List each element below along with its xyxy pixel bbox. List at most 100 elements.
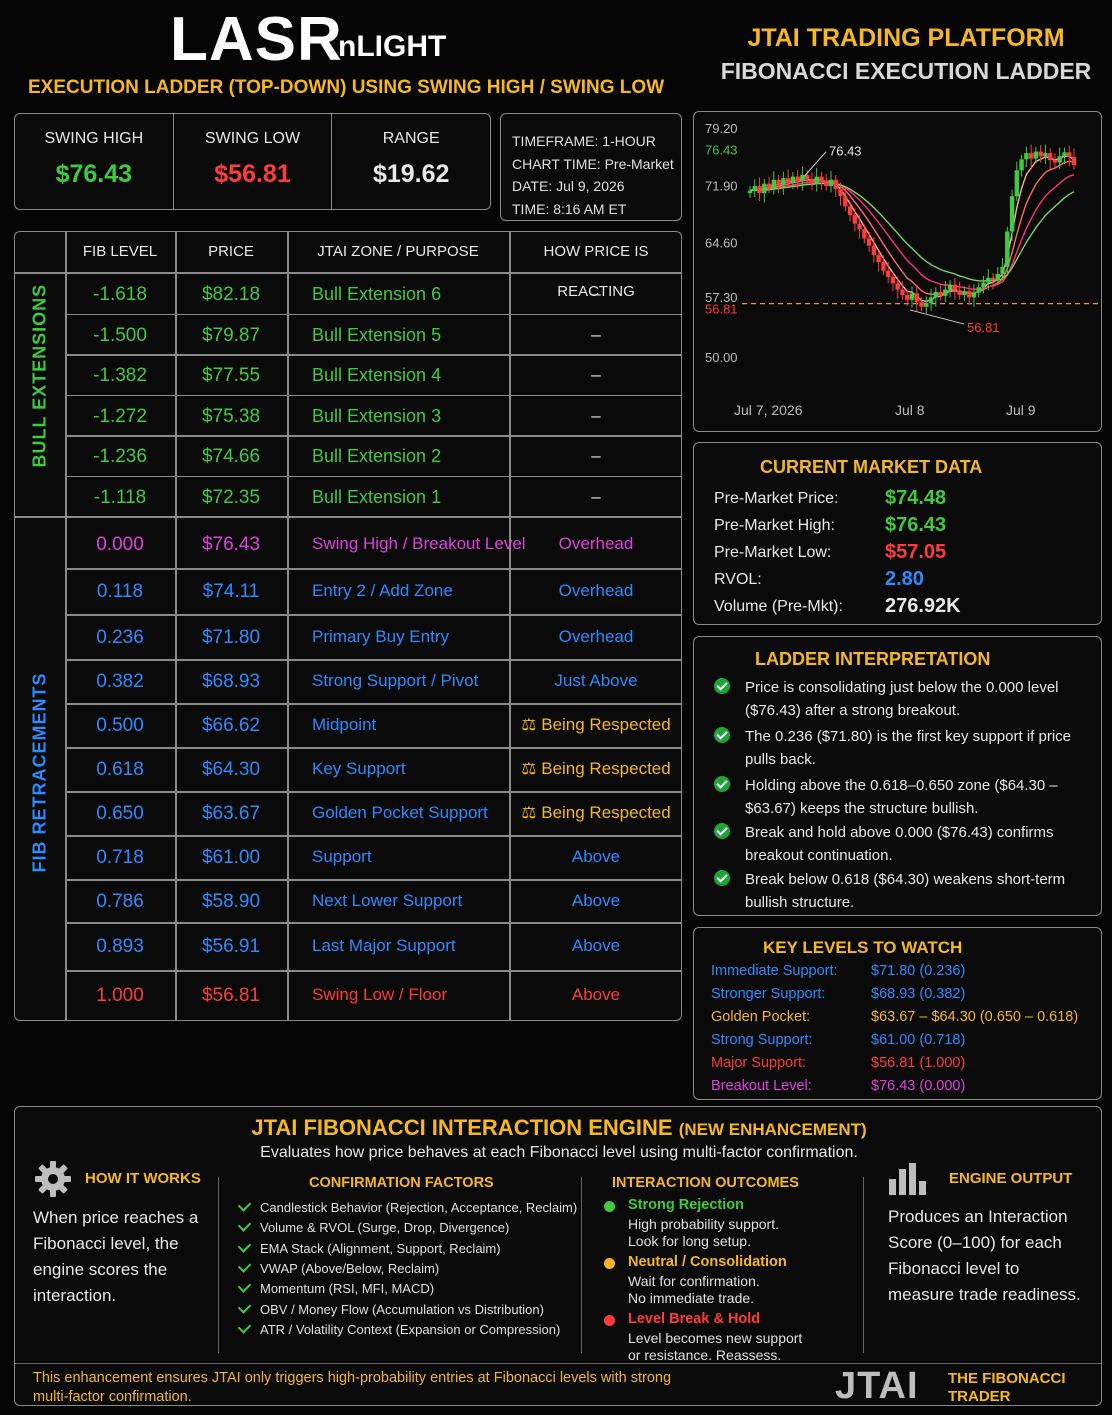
candle-body: [1043, 153, 1048, 157]
outcome-desc: No immediate trade.: [628, 1290, 755, 1306]
market-label: Pre-Market Price:: [714, 490, 839, 507]
key-levels-panel: KEY LEVELS TO WATCH Immediate Support: $7…: [693, 927, 1102, 1100]
price-chart: 79.20 76.43 71.90 64.60 57.30 56.81 50.00 76.43…: [693, 111, 1102, 432]
level-label: Stronger Support:: [711, 986, 826, 1002]
market-label: Pre-Market High:: [714, 517, 835, 534]
fib-price: $58.90: [201, 890, 261, 912]
fib-reaction: Overhead: [558, 581, 634, 600]
candle-body: [747, 190, 753, 194]
chart-clock: TIME: 8:16 AM ET: [512, 200, 627, 217]
candle-body: [1005, 231, 1010, 267]
candle-body: [895, 283, 900, 290]
fib-zone: Midpoint: [312, 715, 377, 734]
fib-level: 0.382: [96, 671, 144, 692]
candle-body: [800, 175, 805, 182]
confirmation-factor: EMA Stack (Alignment, Support, Reclaim): [237, 1238, 501, 1256]
candle-body: [819, 176, 824, 181]
engine-output-text: Produces an Interaction Score (0–100) fo…: [888, 1207, 1081, 1304]
range-value: $19.62: [372, 160, 450, 188]
fib-reaction: –: [591, 324, 601, 344]
candlestick-chart: 79.2076.4371.9064.6057.3056.8150.0076.43…: [705, 121, 1101, 418]
market-value: 2.80: [885, 568, 924, 590]
fib-zone: Bull Extension 5: [312, 324, 442, 345]
fib-zone: Swing High / Breakout Level: [312, 534, 526, 553]
confirmation-factor: ATR / Volatility Context (Expansion or C…: [237, 1320, 560, 1337]
fib-reaction: Above: [571, 890, 621, 910]
candle-body: [1067, 152, 1072, 158]
fib-reaction: –: [591, 446, 601, 465]
candle-body: [790, 176, 796, 183]
fib-reaction: Above: [571, 985, 621, 1004]
table-header: PRICE: [208, 243, 254, 260]
footer-divider: [15, 1363, 1101, 1364]
candle-body: [976, 287, 981, 293]
level-value: $71.80 (0.236): [871, 963, 966, 979]
swing-low-value: $56.81: [214, 160, 291, 188]
outcome-desc: High probability support.: [628, 1216, 779, 1232]
candle-body: [905, 295, 910, 300]
candle-body: [1033, 151, 1039, 159]
outcome-desc: Wait for confirmation.: [628, 1273, 760, 1289]
check-icon: [237, 1320, 252, 1334]
swing-high-label: SWING HIGH: [44, 130, 144, 147]
fib-zone: Golden Pocket Support: [312, 803, 488, 822]
candle-body: [876, 255, 881, 263]
candle-body: [919, 302, 924, 307]
interpretation-bullet: Holding above the 0.618–0.650 zone ($64.…: [714, 775, 1094, 820]
candle-body: [1052, 160, 1058, 163]
fib-level: 0.000: [96, 534, 144, 555]
candle-body: [1047, 153, 1053, 161]
candle-body: [909, 293, 915, 300]
row-divider: [65, 703, 681, 705]
candle-body: [828, 179, 834, 187]
divider: [863, 1177, 864, 1353]
fib-reaction: Overhead: [558, 534, 634, 553]
outcome-title: Strong Rejection: [628, 1197, 745, 1213]
candle-body: [1062, 152, 1067, 157]
candle-body: [781, 178, 786, 186]
candle-body: [928, 297, 934, 303]
fib-price: $77.55: [201, 365, 261, 386]
column-divider: [287, 232, 289, 1020]
divider: [218, 1177, 219, 1353]
candle-body: [1000, 266, 1005, 274]
row-divider: [65, 747, 681, 749]
ema-line: [749, 182, 1075, 282]
candle-body: [938, 291, 943, 296]
fib-zone: Next Lower Support: [312, 890, 463, 910]
interpretation-bullet: Break and hold above 0.000 ($76.43) conf…: [714, 822, 1094, 867]
fib-price: $76.43: [201, 534, 261, 555]
fib-price: $82.18: [201, 284, 261, 305]
interpretation-text: Break and hold above 0.000 ($76.43) conf…: [745, 824, 1054, 864]
candle-body: [824, 180, 829, 187]
candle-body: [814, 176, 819, 184]
market-value: $74.48: [885, 487, 947, 509]
jtai-logo: JTAI: [835, 1365, 919, 1407]
candle-body: [943, 289, 948, 296]
platform-subtitle: FIBONACCI EXECUTION LADDER: [720, 58, 1092, 84]
fib-level: 0.718: [96, 847, 144, 868]
x-tick-label: Jul 8: [895, 402, 925, 418]
check-icon: [237, 1259, 252, 1273]
candle-body: [966, 291, 972, 298]
interaction-outcomes-head: INTERACTION OUTCOMES: [612, 1175, 799, 1191]
fib-zone: Bull Extension 4: [312, 365, 442, 385]
candle-body: [776, 179, 781, 186]
candle-body: [852, 215, 858, 224]
candle-body: [804, 175, 810, 179]
fib-price: $79.87: [201, 324, 261, 346]
candle-body: [847, 206, 853, 216]
outcome-desc: Level becomes new support: [628, 1330, 803, 1346]
y-tick-label: 71.90: [705, 178, 738, 193]
time-info: TIMEFRAME: 1-HOUR CHART TIME: Pre-Market…: [500, 113, 682, 221]
engine-output-head: ENGINE OUTPUT: [949, 1170, 1073, 1187]
ladder-interpretation: LADDER INTERPRETATION Price is consolida…: [693, 636, 1102, 916]
candle-body: [924, 302, 929, 307]
candle-body: [914, 293, 919, 303]
annotation-leader: [909, 309, 965, 325]
market-label: Volume (Pre-Mkt):: [714, 598, 843, 615]
annotation-leader: [803, 151, 827, 177]
interpretation-text: Break below 0.618 ($64.30) weakens short…: [745, 871, 1066, 911]
row-divider: [15, 516, 681, 518]
interpretation-bullet: Break below 0.618 ($64.30) weakens short…: [714, 869, 1094, 914]
